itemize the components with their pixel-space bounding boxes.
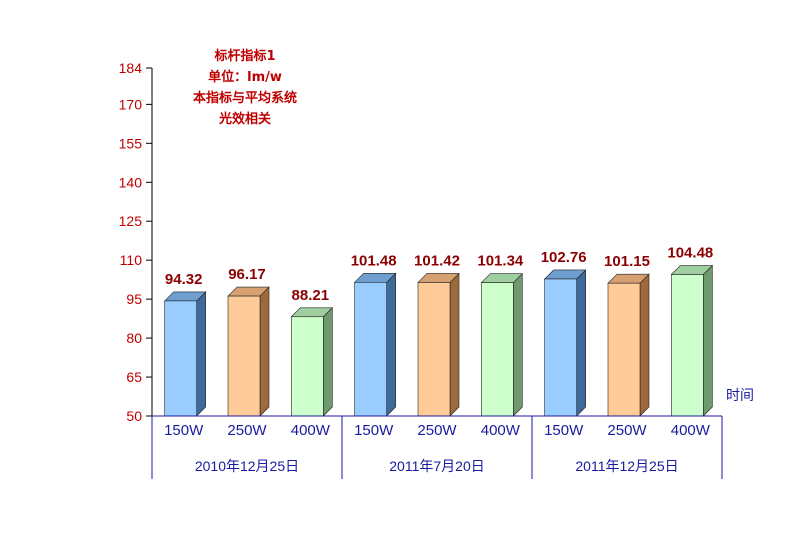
y-tick-label: 110 (120, 252, 143, 268)
bar-front (354, 282, 387, 417)
x-tick-label: 400W (671, 422, 711, 439)
bar-front (417, 282, 451, 417)
y-axis: 50 65 80 95 110 125 140 155 170 184 (119, 60, 153, 424)
bar-side (449, 272, 460, 417)
x-group-label: 2011年7月20日 (389, 458, 484, 474)
bar-4: 101.48 (351, 252, 397, 417)
y-tick-label: 80 (126, 330, 142, 346)
note-line-3: 本指标与平均系统 (192, 91, 297, 106)
x-tick-label: 400W (481, 422, 521, 439)
data-label: 102.76 (541, 249, 587, 266)
bar-5: 101.42 (414, 252, 460, 417)
data-label: 94.32 (165, 271, 203, 288)
bar-side (703, 264, 713, 417)
bar-side (196, 291, 206, 417)
bars: 94.32 96.17 88.21 101.48 101.42 101.34 102.76 1… (163, 245, 713, 417)
note-line-1: 标杆指标1 (214, 49, 276, 64)
bar-side (386, 272, 396, 417)
bar-front (164, 300, 197, 417)
bar-side (259, 286, 270, 417)
x-tick-label: 250W (227, 422, 267, 439)
data-label: 101.48 (351, 252, 397, 269)
chart-note: 标杆指标1 单位：lm/w 本指标与平均系统 光效相关 (160, 46, 330, 130)
y-tick-label: 50 (126, 408, 142, 424)
y-tick-label: 184 (119, 60, 143, 76)
data-label: 101.15 (604, 253, 650, 270)
bar-6: 101.34 (477, 253, 524, 417)
y-tick-label: 155 (119, 135, 143, 151)
data-label: 104.48 (667, 245, 713, 262)
bar-9: 104.48 (667, 245, 713, 417)
bar-side (639, 273, 650, 417)
x-group-label: 2010年12月25日 (195, 458, 299, 474)
x-tick-label: 250W (417, 422, 457, 439)
x-axis: 150W 250W 400W 150W 250W 400W 150W 250W 400W 2010… (151, 415, 723, 479)
bar-front (291, 316, 324, 417)
note-line-2: 单位：lm/w (208, 70, 282, 85)
x-tick-label: 150W (164, 422, 204, 439)
y-tick-label: 95 (126, 291, 142, 307)
x-tick-label: 150W (544, 422, 584, 439)
y-tick-label: 65 (126, 369, 142, 385)
x-tick-label: 250W (607, 422, 647, 439)
x-group-label: 2011年12月25日 (575, 458, 678, 474)
x-axis-title: 时间 (726, 388, 754, 404)
data-label: 101.34 (477, 253, 524, 270)
bar-front (481, 282, 514, 417)
note-line-4: 光效相关 (218, 112, 271, 127)
data-label: 96.17 (228, 266, 266, 283)
bar-7: 102.76 (541, 249, 587, 417)
bar-front (671, 274, 704, 417)
bar-8: 101.15 (604, 253, 650, 417)
bar-2: 96.17 (227, 266, 270, 417)
bar-side (513, 272, 523, 417)
bar-side (576, 269, 586, 417)
bar-front (607, 282, 641, 417)
y-tick-label: 170 (119, 96, 143, 112)
y-tick-label: 140 (119, 174, 143, 190)
bar-front (544, 278, 577, 417)
x-tick-label: 400W (291, 422, 331, 439)
data-label: 88.21 (292, 287, 330, 304)
y-tick-label: 125 (119, 213, 143, 229)
bar-1: 94.32 (163, 271, 207, 417)
x-tick-label: 150W (354, 422, 394, 439)
bar-3: 88.21 (290, 287, 334, 417)
bar-front (227, 295, 261, 417)
data-label: 101.42 (414, 252, 460, 269)
bar-side (323, 307, 333, 417)
